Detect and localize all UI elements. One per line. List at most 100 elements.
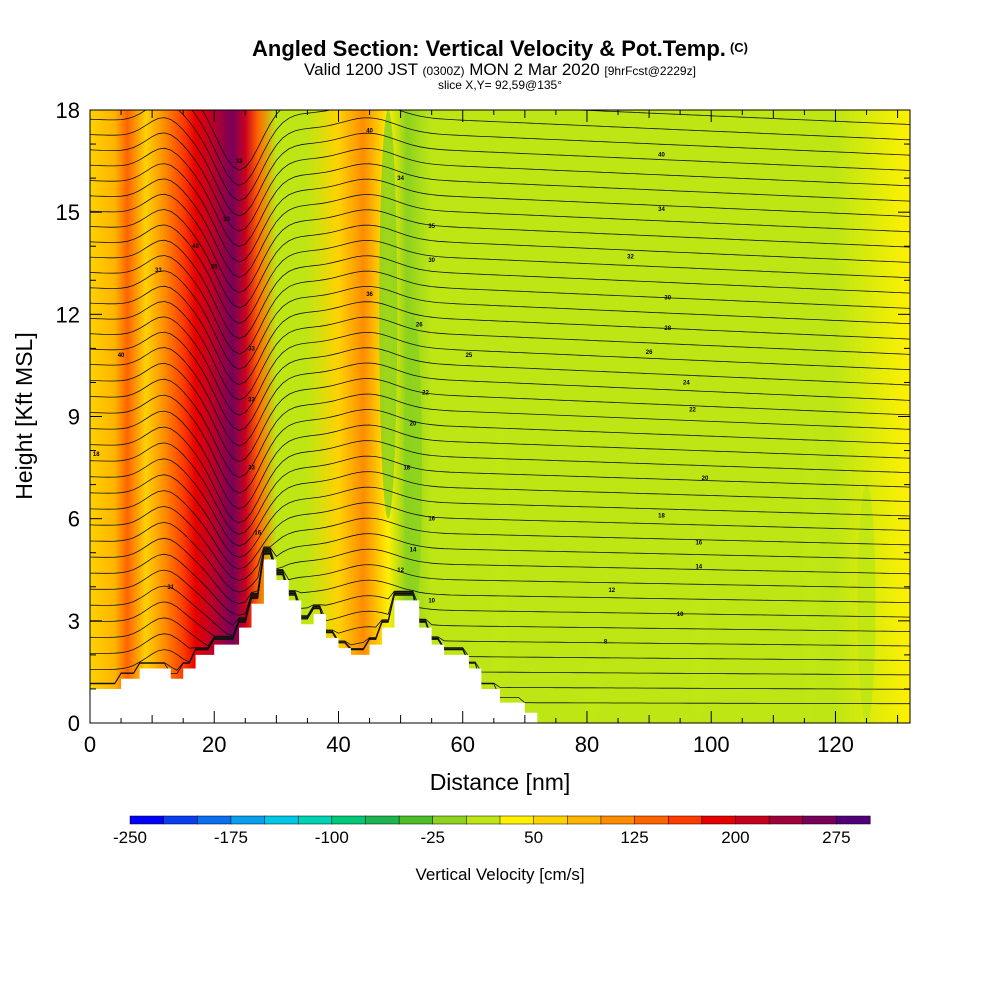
isentrope-line: [191, 110, 910, 186]
theta-label: 14: [695, 564, 702, 570]
colorbar-swatch: [735, 815, 770, 825]
theta-label: 20: [702, 476, 709, 482]
y-tick-label: 9: [68, 405, 80, 430]
y-tick-label: 6: [68, 507, 80, 532]
theta-label: 16: [254, 530, 261, 536]
theta-label: 31: [167, 585, 174, 591]
potential-temperature-contours: [90, 110, 910, 705]
y-tick-label: 15: [56, 200, 80, 225]
y-tick-label: 12: [56, 302, 80, 327]
theta-label: 10: [677, 612, 684, 618]
isentrope-line: [90, 316, 910, 416]
theta-label: 33: [223, 217, 230, 223]
colorbar-swatch: [230, 815, 266, 825]
chart-subtitle: Valid 1200 JST (0300Z) MON 2 Mar 2020 [9…: [0, 60, 1000, 80]
theta-label: 28: [664, 326, 671, 332]
plot-area: 40 33 40 35 33 33 33 33 33 16 31 40 34 35 30 36 26 22 20 18…: [90, 110, 910, 723]
theta-label: 33: [236, 159, 243, 165]
chart-title-suffix: (C): [729, 40, 748, 55]
downdraft-band: [801, 416, 820, 723]
theta-label: 40: [192, 244, 199, 250]
isentrope-line: [90, 426, 910, 524]
isentrope-line: [90, 178, 910, 278]
downdraft-band: [379, 110, 398, 519]
theta-label: 12: [608, 588, 615, 594]
x-tick-label: 60: [450, 732, 474, 757]
theta-label: 33: [248, 346, 255, 352]
isentrope-line: [90, 331, 910, 431]
x-tick-label: 100: [693, 732, 730, 757]
colorbar-tick-label: 200: [721, 828, 749, 847]
colorbar-swatch: [802, 815, 837, 825]
isentrope-line: [90, 410, 910, 510]
isentrope-line: [90, 255, 910, 355]
colorbar-swatch: [297, 815, 333, 825]
x-tick-label: 40: [326, 732, 350, 757]
isentrope-line: [90, 442, 910, 535]
y-tick-label: 0: [68, 711, 80, 736]
theta-label: 26: [416, 323, 423, 329]
colorbar-swatch: [432, 815, 467, 825]
theta-label: 34: [658, 207, 665, 213]
chart-title-text: Angled Section: Vertical Velocity & Pot.…: [252, 36, 726, 61]
colorbar-tick-label: 50: [524, 828, 543, 847]
theta-label: 12: [397, 568, 404, 574]
downdraft-band: [491, 416, 509, 723]
valid-date-text: MON 2 Mar 2020: [469, 60, 600, 79]
isentrope-line: [90, 521, 910, 593]
isentrope-line: [90, 285, 910, 386]
forecast-text: [9hrFcst@2229z]: [604, 64, 696, 78]
isentrope-line: [90, 378, 910, 478]
theta-label: 22: [689, 408, 696, 414]
theta-label: 40: [366, 128, 373, 134]
colorbar-swatch: [264, 815, 299, 825]
isentrope-line: [90, 224, 910, 324]
theta-label: 18: [403, 466, 410, 472]
theta-label: 14: [410, 547, 417, 553]
isentrope-line: [201, 110, 910, 171]
colorbar-swatch: [129, 815, 165, 825]
colorbar-swatch: [533, 815, 568, 825]
y-axis-label: Height [Kft MSL]: [11, 332, 37, 499]
x-tick-label: 20: [202, 732, 226, 757]
colorbar-tick-label: 275: [822, 828, 850, 847]
valid-zulu-text: (0300Z): [422, 64, 465, 78]
theta-label: 24: [683, 380, 690, 386]
theta-label: 8: [604, 639, 608, 645]
x-tick-label: 80: [575, 732, 599, 757]
isentrope-line: [90, 147, 910, 248]
isentrope-line: [90, 506, 910, 581]
isentrope-line: [90, 110, 910, 202]
theta-labels: 40 33 40 35 33 33 33 33 33 16 31 40 34 35 30 36 26 22 20 18…: [93, 128, 709, 645]
isentrope-line: [90, 117, 910, 217]
y-tick-label: 18: [56, 98, 80, 123]
valid-time-text: Valid 1200 JST: [304, 60, 418, 79]
theta-label: 16: [695, 541, 702, 547]
theta-label: 35: [211, 265, 218, 271]
colorbar-tick-label: -250: [113, 828, 147, 847]
colorbar-swatch: [197, 815, 232, 825]
isentrope-line: [90, 549, 910, 626]
theta-label: 18: [93, 452, 100, 458]
isentrope-line: [90, 549, 910, 636]
colorbar-label: Vertical Velocity [cm/s]: [415, 865, 584, 884]
colorbar-swatch: [667, 815, 703, 825]
colorbar: -250 -175 -100 -25 50 125 200 275: [113, 815, 871, 847]
isentrope-line: [90, 553, 910, 690]
isentrope-line: [90, 550, 910, 637]
theta-label: 35: [428, 224, 435, 230]
colorbar-swatch: [466, 815, 501, 825]
downdraft-band: [584, 637, 603, 723]
colorbar-swatch: [365, 815, 400, 825]
theta-label: 10: [428, 598, 435, 604]
colorbar-swatch: [836, 815, 871, 825]
theta-label: 16: [428, 517, 435, 523]
x-tick-label: 120: [817, 732, 854, 757]
colorbar-swatch: [398, 815, 434, 825]
colorbar-swatch: [634, 815, 669, 825]
isentrope-line: [90, 209, 910, 309]
colorbar-swatch: [701, 815, 737, 825]
isentrope-line: [90, 548, 910, 616]
x-axis-label: Distance [nm]: [430, 769, 571, 795]
isentrope-line: [90, 551, 910, 647]
